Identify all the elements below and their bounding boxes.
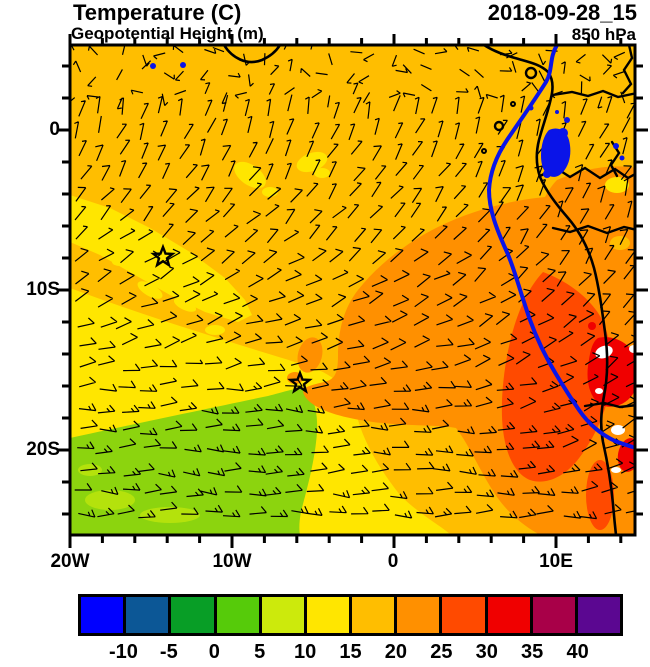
- colorbar-tick-label: 20: [384, 641, 408, 663]
- contour-fragment: [613, 143, 619, 149]
- contour-fragment: [564, 117, 570, 123]
- colorbar-cell-2: [168, 597, 214, 633]
- island-sao-tome: [493, 120, 505, 132]
- missing-data-patch: [611, 425, 625, 435]
- star-marker-2: [287, 369, 313, 394]
- temp-speckle: [137, 281, 163, 299]
- colorbar-cell-6: [349, 597, 395, 633]
- y-axis-label-0: 0: [49, 119, 60, 140]
- colorbar-cell-9: [484, 597, 530, 633]
- plot-datetime: 2018-09-28_15: [487, 0, 637, 25]
- y-axis-label-10s: 10S: [26, 279, 60, 300]
- temperature-shading: [70, 45, 635, 535]
- colorbar-tick-label: 15: [339, 641, 362, 663]
- plot-title: Temperature (C): [73, 0, 242, 25]
- colorbar-tick-label: -5: [159, 641, 178, 663]
- plot-subtitle: Geopotential Height (m): [71, 24, 264, 43]
- temp-speckle: [112, 258, 128, 266]
- contour-fragment: [528, 105, 534, 111]
- temp-region-10-15C-band: [70, 195, 252, 322]
- contour-fragment: [619, 155, 625, 161]
- geopotential-contour-fragments: [150, 62, 625, 178]
- colorbar-tick-label: 10: [293, 641, 317, 663]
- colorbar-cell-11: [574, 597, 621, 633]
- colorbar-cell-8: [439, 597, 485, 633]
- x-axis-label-20w: 20W: [50, 551, 90, 572]
- star-marker-1: [150, 243, 176, 268]
- contour-fragment: [543, 170, 551, 178]
- temp-speckle: [314, 168, 330, 178]
- island-annobon: [481, 148, 487, 154]
- y-axis-label-20s: 20S: [26, 439, 60, 460]
- colorbar-tick-label: 40: [566, 641, 589, 663]
- temp-speckle: [262, 187, 278, 197]
- temp-region-30-35C: [588, 322, 596, 330]
- temp-speckle: [205, 325, 225, 335]
- x-axis-label-10e: 10E: [539, 551, 573, 572]
- contour-fragment: [180, 62, 186, 68]
- colorbar-cell-1: [123, 597, 169, 633]
- border-line: [551, 89, 635, 99]
- temp-speckle: [85, 490, 135, 510]
- missing-data-patch: [611, 467, 621, 473]
- contour-fragment: [558, 128, 568, 138]
- colorbar-cell-10: [529, 597, 575, 633]
- axis-ticks: [57, 34, 648, 548]
- colorbar-tick-label: -10: [108, 641, 138, 663]
- colorbar-cell-0: [81, 597, 124, 633]
- contour-fragment: [555, 110, 559, 114]
- coastline-gulf-arc: [222, 45, 282, 64]
- colorbar-cell-7: [394, 597, 440, 633]
- temp-speckle: [605, 177, 629, 193]
- contour-fragment-blob: [541, 128, 571, 177]
- temp-speckle: [140, 507, 200, 523]
- contour-fragment: [150, 63, 156, 69]
- colorbar-tick-label: 25: [430, 641, 453, 663]
- temp-speckle: [610, 236, 630, 250]
- island-bioko: [524, 66, 538, 80]
- border-line: [583, 401, 635, 409]
- island-principe: [510, 101, 516, 107]
- temp-speckle: [173, 298, 197, 312]
- wind-barbs-layer: [70, 45, 635, 520]
- temperature-colorbar: [78, 594, 623, 636]
- temp-speckle: [296, 151, 328, 173]
- x-axis-label-0: 0: [387, 551, 399, 572]
- colorbar-cell-3: [213, 597, 259, 633]
- border-line: [621, 45, 634, 95]
- colorbar-tick-label: 35: [521, 641, 544, 663]
- colorbar-tick-label: 30: [475, 641, 498, 663]
- temp-speckle: [234, 161, 266, 189]
- colorbar-cell-5: [303, 597, 350, 633]
- colorbar-cell-4: [258, 597, 304, 633]
- colorbar-tick-label: 5: [254, 641, 266, 663]
- missing-data-patch: [595, 388, 603, 394]
- temp-speckle: [297, 337, 323, 373]
- border-line: [551, 224, 635, 235]
- x-axis-label-10w: 10W: [212, 551, 252, 572]
- station-markers: [150, 243, 313, 394]
- colorbar-tick-label: 0: [208, 641, 220, 663]
